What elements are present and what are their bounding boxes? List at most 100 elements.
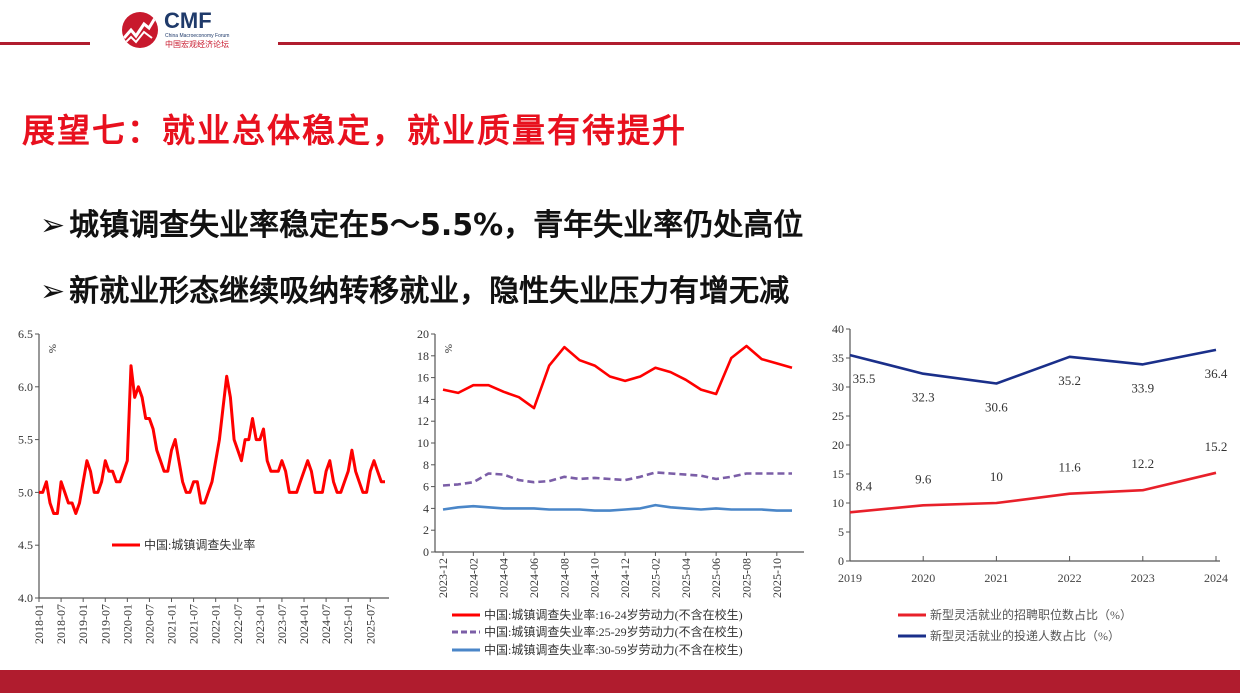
data-label: 36.4 bbox=[1205, 366, 1228, 381]
header-rule-left bbox=[0, 42, 90, 45]
y-tick-label: 6.5 bbox=[18, 327, 33, 341]
x-tick-label: 2025-01 bbox=[341, 604, 355, 644]
data-label: 35.5 bbox=[853, 371, 876, 386]
legend-label: 新型灵活就业的投递人数占比（%） bbox=[930, 628, 1120, 643]
data-label: 11.6 bbox=[1058, 460, 1081, 475]
x-tick-label: 2022 bbox=[1058, 571, 1082, 585]
y-tick-label: 0 bbox=[838, 554, 844, 568]
data-label: 10 bbox=[990, 469, 1003, 484]
y-tick-label: 4.0 bbox=[18, 591, 33, 605]
x-tick-label: 2025-02 bbox=[648, 558, 662, 598]
x-tick-label: 2025-07 bbox=[363, 604, 377, 644]
header-rule-right bbox=[278, 42, 1240, 45]
y-tick-label: 2 bbox=[423, 523, 429, 537]
x-tick-label: 2025-04 bbox=[679, 558, 693, 598]
x-tick-label: 2018-07 bbox=[54, 604, 68, 644]
logo-chart-icon bbox=[122, 12, 158, 48]
x-tick-label: 2023-12 bbox=[436, 558, 450, 598]
data-label: 35.2 bbox=[1058, 373, 1081, 388]
x-tick-label: 2024-06 bbox=[527, 558, 541, 598]
y-tick-label: 0 bbox=[423, 545, 429, 559]
x-tick-label: 2024-02 bbox=[466, 558, 480, 598]
y-tick-label: 14 bbox=[417, 392, 429, 406]
series-line-1 bbox=[442, 344, 793, 410]
data-label: 33.9 bbox=[1131, 380, 1154, 395]
x-tick-label: 2021 bbox=[984, 571, 1008, 585]
legend-label: 中国:城镇调查失业率:16-24岁劳动力(不含在校生) bbox=[484, 607, 743, 622]
data-label: 32.3 bbox=[912, 390, 935, 405]
x-tick-label: 2021-07 bbox=[187, 604, 201, 644]
x-tick-label: 2025-06 bbox=[709, 558, 723, 598]
arrow-bullet-icon: ➢ bbox=[40, 274, 66, 309]
legend-label: 中国:城镇调查失业率:30-59岁劳动力(不含在校生) bbox=[484, 642, 743, 657]
y-tick-label: 30 bbox=[832, 380, 844, 394]
x-tick-label: 2022-01 bbox=[209, 604, 223, 644]
x-tick-label: 2019-07 bbox=[98, 604, 112, 644]
chart-3: 0 5 10 15 20 25 30 35 40 2019 2020 2021 2022 2023 2024… bbox=[832, 322, 1228, 643]
x-tick-label: 2023-01 bbox=[253, 604, 267, 644]
y-axis-unit: % bbox=[442, 344, 454, 353]
bullet-text: 城镇调查失业率稳定在5～5.5%，青年失业率仍处高位 bbox=[69, 208, 804, 243]
bullet-1: ➢ 城镇调查失业率稳定在5～5.5%，青年失业率仍处高位 bbox=[40, 200, 803, 244]
cmf-logo: CMF China Macroeconomy Forum 中国宏观经济论坛 bbox=[120, 8, 260, 50]
x-tick-label: 2024-04 bbox=[497, 558, 511, 598]
slide-title: 展望七：就业总体稳定，就业质量有待提升 bbox=[22, 111, 687, 150]
y-tick-label: 6.0 bbox=[18, 380, 33, 394]
y-tick-label: 25 bbox=[832, 409, 844, 423]
series-line-2 bbox=[442, 471, 792, 487]
x-tick-label: 2024-07 bbox=[319, 604, 333, 644]
y-tick-label: 5 bbox=[838, 525, 844, 539]
series-line-3 bbox=[442, 503, 792, 512]
y-tick-label: 10 bbox=[417, 436, 429, 450]
y-tick-label: 4.5 bbox=[18, 538, 33, 552]
legend-label: 中国:城镇调查失业率 bbox=[144, 537, 255, 552]
y-tick-label: 40 bbox=[832, 322, 844, 336]
y-tick-label: 20 bbox=[417, 327, 429, 341]
x-tick-label: 2024-10 bbox=[588, 558, 602, 598]
x-tick-label: 2023 bbox=[1131, 571, 1155, 585]
y-tick-label: 20 bbox=[832, 438, 844, 452]
x-tick-label: 2024-12 bbox=[618, 558, 632, 598]
series-line-2 bbox=[849, 348, 1217, 385]
x-tick-label: 2019 bbox=[838, 571, 862, 585]
y-tick-label: 15 bbox=[832, 467, 844, 481]
x-tick-label: 2023-07 bbox=[275, 604, 289, 644]
data-label: 30.6 bbox=[985, 400, 1008, 415]
series-line-1 bbox=[39, 364, 385, 515]
y-tick-label: 18 bbox=[417, 349, 429, 363]
x-tick-label: 2020-07 bbox=[142, 604, 156, 644]
x-tick-label: 2020 bbox=[911, 571, 935, 585]
y-tick-label: 5.5 bbox=[18, 433, 33, 447]
x-tick-label: 2024-01 bbox=[297, 604, 311, 644]
x-tick-label: 2024 bbox=[1204, 571, 1228, 585]
x-tick-label: 2019-01 bbox=[76, 604, 90, 644]
legend-label: 中国:城镇调查失业率:25-29岁劳动力(不含在校生) bbox=[484, 624, 743, 639]
y-axis-unit: % bbox=[46, 344, 58, 353]
bullet-2: ➢ 新就业形态继续吸纳转移就业，隐性失业压力有增无减 bbox=[40, 266, 789, 310]
y-tick-label: 12 bbox=[417, 414, 429, 428]
x-tick-label: 2025-08 bbox=[739, 558, 753, 598]
data-label: 15.2 bbox=[1205, 439, 1228, 454]
legend-label: 新型灵活就业的招聘职位数占比（%） bbox=[930, 607, 1132, 622]
footer-bar bbox=[0, 670, 1240, 693]
logo-text: CMF bbox=[164, 8, 212, 33]
x-tick-label: 2024-08 bbox=[557, 558, 571, 598]
logo-subtitle: China Macroeconomy Forum bbox=[165, 33, 230, 39]
y-tick-label: 8 bbox=[423, 458, 429, 472]
y-tick-label: 5.0 bbox=[18, 485, 33, 499]
data-label: 8.4 bbox=[856, 478, 873, 493]
x-tick-label: 2021-01 bbox=[165, 604, 179, 644]
chart-1: 4.0 4.5 5.0 5.5 6.0 6.5% 2018-01 2018-07 2019-01… bbox=[18, 327, 389, 644]
x-tick-label: 2020-01 bbox=[120, 604, 134, 644]
chart-2: 0 2 4 6 8 10 12 14 16 18 20% 2023-12 2024-02 2024-04 2… bbox=[417, 327, 804, 657]
arrow-bullet-icon: ➢ bbox=[40, 208, 66, 243]
y-tick-label: 16 bbox=[417, 371, 429, 385]
y-tick-label: 35 bbox=[832, 351, 844, 365]
series-line-1 bbox=[849, 471, 1217, 514]
logo-cn: 中国宏观经济论坛 bbox=[165, 40, 229, 49]
y-tick-label: 4 bbox=[423, 501, 429, 515]
x-tick-label: 2022-07 bbox=[231, 604, 245, 644]
bullet-text: 新就业形态继续吸纳转移就业，隐性失业压力有增无减 bbox=[69, 274, 790, 309]
y-tick-label: 6 bbox=[423, 480, 429, 494]
